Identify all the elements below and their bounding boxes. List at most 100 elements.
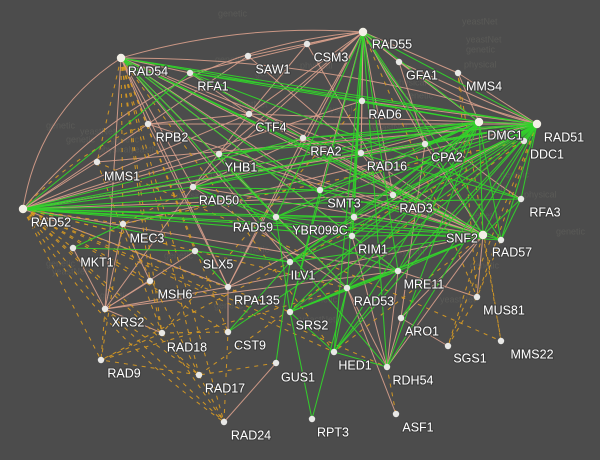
edge-yeastNet [227, 234, 484, 288]
edge-genetic [22, 208, 225, 423]
watermark-text: yeastNet [348, 174, 384, 184]
edge-physical [319, 123, 538, 191]
graph-node-sgs1[interactable] [444, 342, 452, 350]
graph-node-yhb1[interactable] [215, 150, 223, 158]
watermark-text: yeastNet [198, 170, 234, 180]
edge-physical [302, 123, 538, 139]
graph-node-rad51[interactable] [532, 119, 542, 129]
graph-node-ilv1[interactable] [286, 258, 294, 266]
edge-genetic [22, 208, 291, 313]
graph-node-mre11[interactable] [394, 267, 402, 275]
graph-node-rdh54[interactable] [383, 363, 391, 371]
edge-genetic [457, 72, 478, 298]
graph-node-rad55[interactable] [358, 27, 368, 37]
graph-node-aro1[interactable] [397, 314, 405, 322]
graph-node-mms22[interactable] [497, 337, 505, 345]
edge-physical [319, 189, 484, 236]
graph-node-rfa1[interactable] [186, 69, 194, 77]
edge-physical [362, 31, 399, 272]
edge-physical [400, 123, 538, 319]
graph-node-asf1[interactable] [392, 410, 400, 418]
graph-node-rpa135[interactable] [224, 283, 232, 291]
watermark-text: yeastNet [300, 314, 336, 324]
edge-physical [192, 186, 399, 272]
graph-node-rad53[interactable] [343, 284, 351, 292]
edge-yeastNet [362, 31, 459, 74]
graph-node-ctf4[interactable] [245, 110, 253, 118]
graph-node-rpt3[interactable] [308, 415, 316, 423]
edge-physical [386, 123, 538, 368]
graph-node-cpa2[interactable] [421, 140, 429, 148]
edge-physical [289, 123, 538, 313]
graph-node-rad59[interactable] [272, 213, 280, 221]
graph-node-ybr099c[interactable] [350, 213, 358, 221]
graph-node-xrs2[interactable] [101, 305, 109, 313]
node-label-rad52: RAD52 [31, 215, 71, 229]
graph-node-rad50[interactable] [189, 183, 197, 191]
graph-node-snf2[interactable] [478, 230, 488, 240]
edge-physical [275, 216, 484, 236]
edge-physical [353, 31, 364, 218]
graph-node-hed1[interactable] [330, 348, 338, 356]
graph-node-rad24[interactable] [220, 418, 228, 426]
node-label-rad55: RAD55 [372, 37, 412, 51]
graph-node-slx5[interactable] [191, 247, 199, 255]
graph-node-smt3[interactable] [316, 186, 324, 194]
edge-physical [351, 123, 538, 237]
edge-yeastNet [362, 31, 538, 125]
edge-physical [478, 121, 484, 236]
edge-physical [362, 31, 538, 125]
node-label-rad57: RAD57 [492, 245, 532, 259]
graph-node-mec3[interactable] [119, 220, 127, 228]
graph-node-gus1[interactable] [272, 359, 280, 367]
graph-node-gfa1[interactable] [395, 58, 403, 66]
edge-physical [22, 189, 321, 210]
graph-node-rad16[interactable] [357, 149, 365, 157]
graph-node-rfa2[interactable] [299, 134, 307, 142]
watermark-text: genetic [500, 169, 530, 179]
node-label-rad51: RAD51 [544, 130, 584, 144]
graph-node-rad54[interactable] [116, 53, 126, 63]
graph-node-rad3[interactable] [389, 191, 397, 199]
node-label-gfa1: GFA1 [406, 68, 438, 82]
graph-node-rim1[interactable] [348, 232, 356, 240]
edge-physical [275, 261, 291, 364]
graph-node-cst9[interactable] [224, 328, 232, 336]
graph-node-rfa3[interactable] [517, 195, 525, 203]
graph-node-csm3[interactable] [303, 40, 311, 48]
node-layer[interactable] [18, 27, 542, 426]
edge-yeastNet [22, 57, 122, 210]
graph-node-mms4[interactable] [454, 69, 462, 77]
graph-node-rad18[interactable] [158, 329, 166, 337]
graph-node-rad9[interactable] [97, 356, 105, 364]
graph-node-srs2[interactable] [286, 308, 294, 316]
edge-physical [218, 153, 321, 191]
graph-node-mus81[interactable] [473, 293, 481, 301]
graph-node-mms1[interactable] [93, 158, 101, 166]
graph-node-rpb2[interactable] [144, 120, 152, 128]
graph-node-dmc1[interactable] [474, 117, 484, 127]
graph-node-rad17[interactable] [195, 371, 203, 379]
graph-node-saw1[interactable] [244, 52, 252, 60]
graph-node-rad52[interactable] [18, 204, 28, 214]
edge-yeastNet [218, 153, 484, 236]
edge-genetic [198, 362, 277, 376]
graph-node-rad6[interactable] [358, 97, 366, 105]
node-label-cpa2: CPA2 [431, 150, 463, 164]
node-label-xrs2: XRS2 [112, 315, 145, 329]
node-label-mkt1: MKT1 [80, 255, 113, 269]
node-label-rad17: RAD17 [205, 381, 245, 395]
watermark-text: yeastNet [232, 99, 268, 109]
edge-genetic [22, 208, 163, 334]
graph-node-ddc1[interactable] [520, 137, 528, 145]
edge-yeastNet [192, 137, 304, 188]
edge-genetic [22, 208, 335, 353]
graph-node-rad57[interactable] [497, 236, 505, 244]
edge-genetic [22, 208, 102, 361]
edge-physical [227, 123, 538, 333]
graph-node-msh6[interactable] [146, 277, 154, 285]
graph-node-mkt1[interactable] [69, 244, 77, 252]
edge-yeastNet [227, 123, 538, 288]
